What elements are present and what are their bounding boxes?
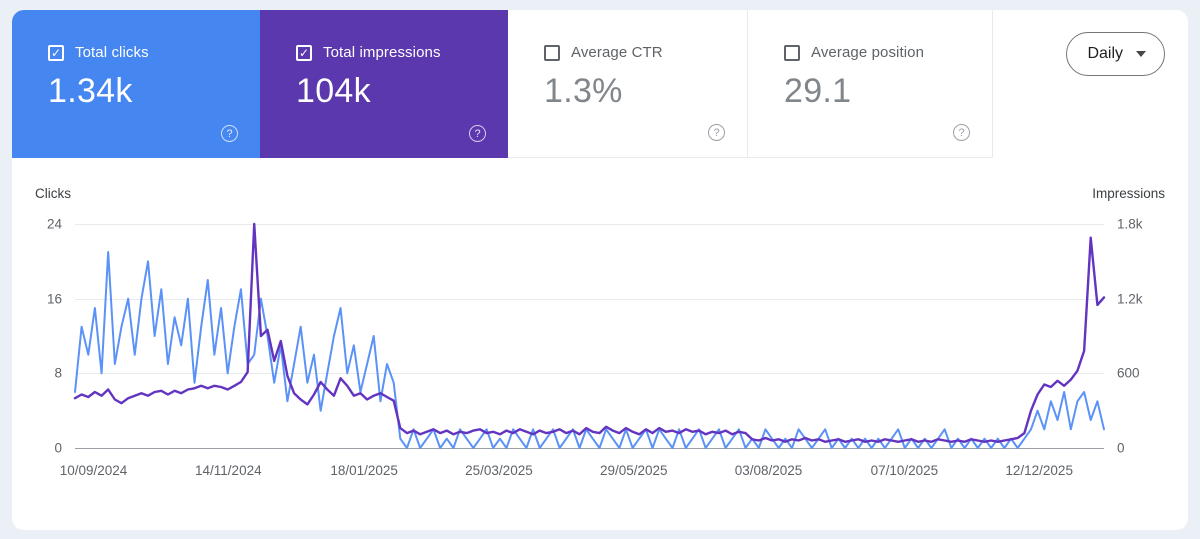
date-tick: 29/05/2025 [599,463,668,478]
card-label: Total clicks [75,44,149,61]
performance-chart: Clicks Impressions 24 16 8 0 1 [12,158,1188,484]
date-tick: 07/10/2025 [870,463,939,478]
clicks-axis: 24 16 8 0 [12,217,75,456]
total-clicks-value: 1.34k [48,72,133,110]
axis-tick: 16 [46,291,62,307]
card-label: Total impressions [323,44,441,61]
average-ctr-value: 1.3% [544,72,623,110]
x-axis-line [75,448,1104,449]
average-ctr-checkbox[interactable] [544,44,560,61]
date-axis: 10/09/2024 14/11/2024 18/01/2025 25/03/2… [60,448,1104,484]
axis-tick: 8 [54,365,62,381]
performance-panel: ✓ Total clicks 1.34k ? ✓ Total impressio… [12,10,1188,530]
date-tick: 14/11/2024 [195,463,262,478]
card-average-ctr[interactable]: Average CTR 1.3% ? [508,10,748,158]
date-tick: 03/08/2025 [734,463,803,478]
chart-svg [75,224,1104,448]
help-icon[interactable]: ? [708,124,725,141]
total-clicks-checkbox[interactable]: ✓ [48,44,64,61]
impressions-line [75,224,1104,442]
help-icon[interactable]: ? [469,125,486,142]
gridline [75,298,1104,300]
granularity-label: Daily [1087,45,1123,62]
help-icon[interactable]: ? [221,125,238,142]
checkmark-icon: ✓ [50,45,62,60]
right-axis-title: Impressions [1092,186,1165,201]
axis-tick: 1.8k [1117,216,1143,232]
date-tick: 12/12/2025 [1005,463,1073,478]
impressions-axis: 1.8k 1.2k 600 0 [1104,217,1188,456]
axis-tick: 1.2k [1117,291,1143,307]
chevron-down-icon [1136,51,1146,57]
axis-tick: 0 [1117,440,1125,456]
gridline [75,373,1104,375]
card-total-clicks[interactable]: ✓ Total clicks 1.34k ? [12,10,260,158]
date-tick: 18/01/2025 [330,463,398,478]
date-tick: 25/03/2025 [465,463,533,478]
clicks-line [75,252,1104,448]
help-icon[interactable]: ? [953,124,970,141]
chart-plot-area[interactable] [75,224,1104,449]
axis-tick: 600 [1117,365,1140,381]
left-axis-title: Clicks [35,186,71,201]
total-impressions-checkbox[interactable]: ✓ [296,44,312,61]
cards-row-spacer: Daily [993,10,1188,158]
card-total-impressions[interactable]: ✓ Total impressions 104k ? [260,10,508,158]
card-label: Average position [811,44,925,61]
date-granularity-dropdown[interactable]: Daily [1066,32,1165,76]
axis-tick: 24 [46,216,62,232]
date-tick: 10/09/2024 [59,463,128,478]
total-impressions-value: 104k [296,72,371,110]
card-average-position[interactable]: Average position 29.1 ? [748,10,993,158]
metric-cards-row: ✓ Total clicks 1.34k ? ✓ Total impressio… [12,10,1188,158]
gridline [75,224,1104,225]
axis-tick: 0 [54,440,62,456]
checkmark-icon: ✓ [298,45,310,60]
average-position-value: 29.1 [784,72,852,110]
average-position-checkbox[interactable] [784,44,800,61]
card-label: Average CTR [571,44,663,61]
